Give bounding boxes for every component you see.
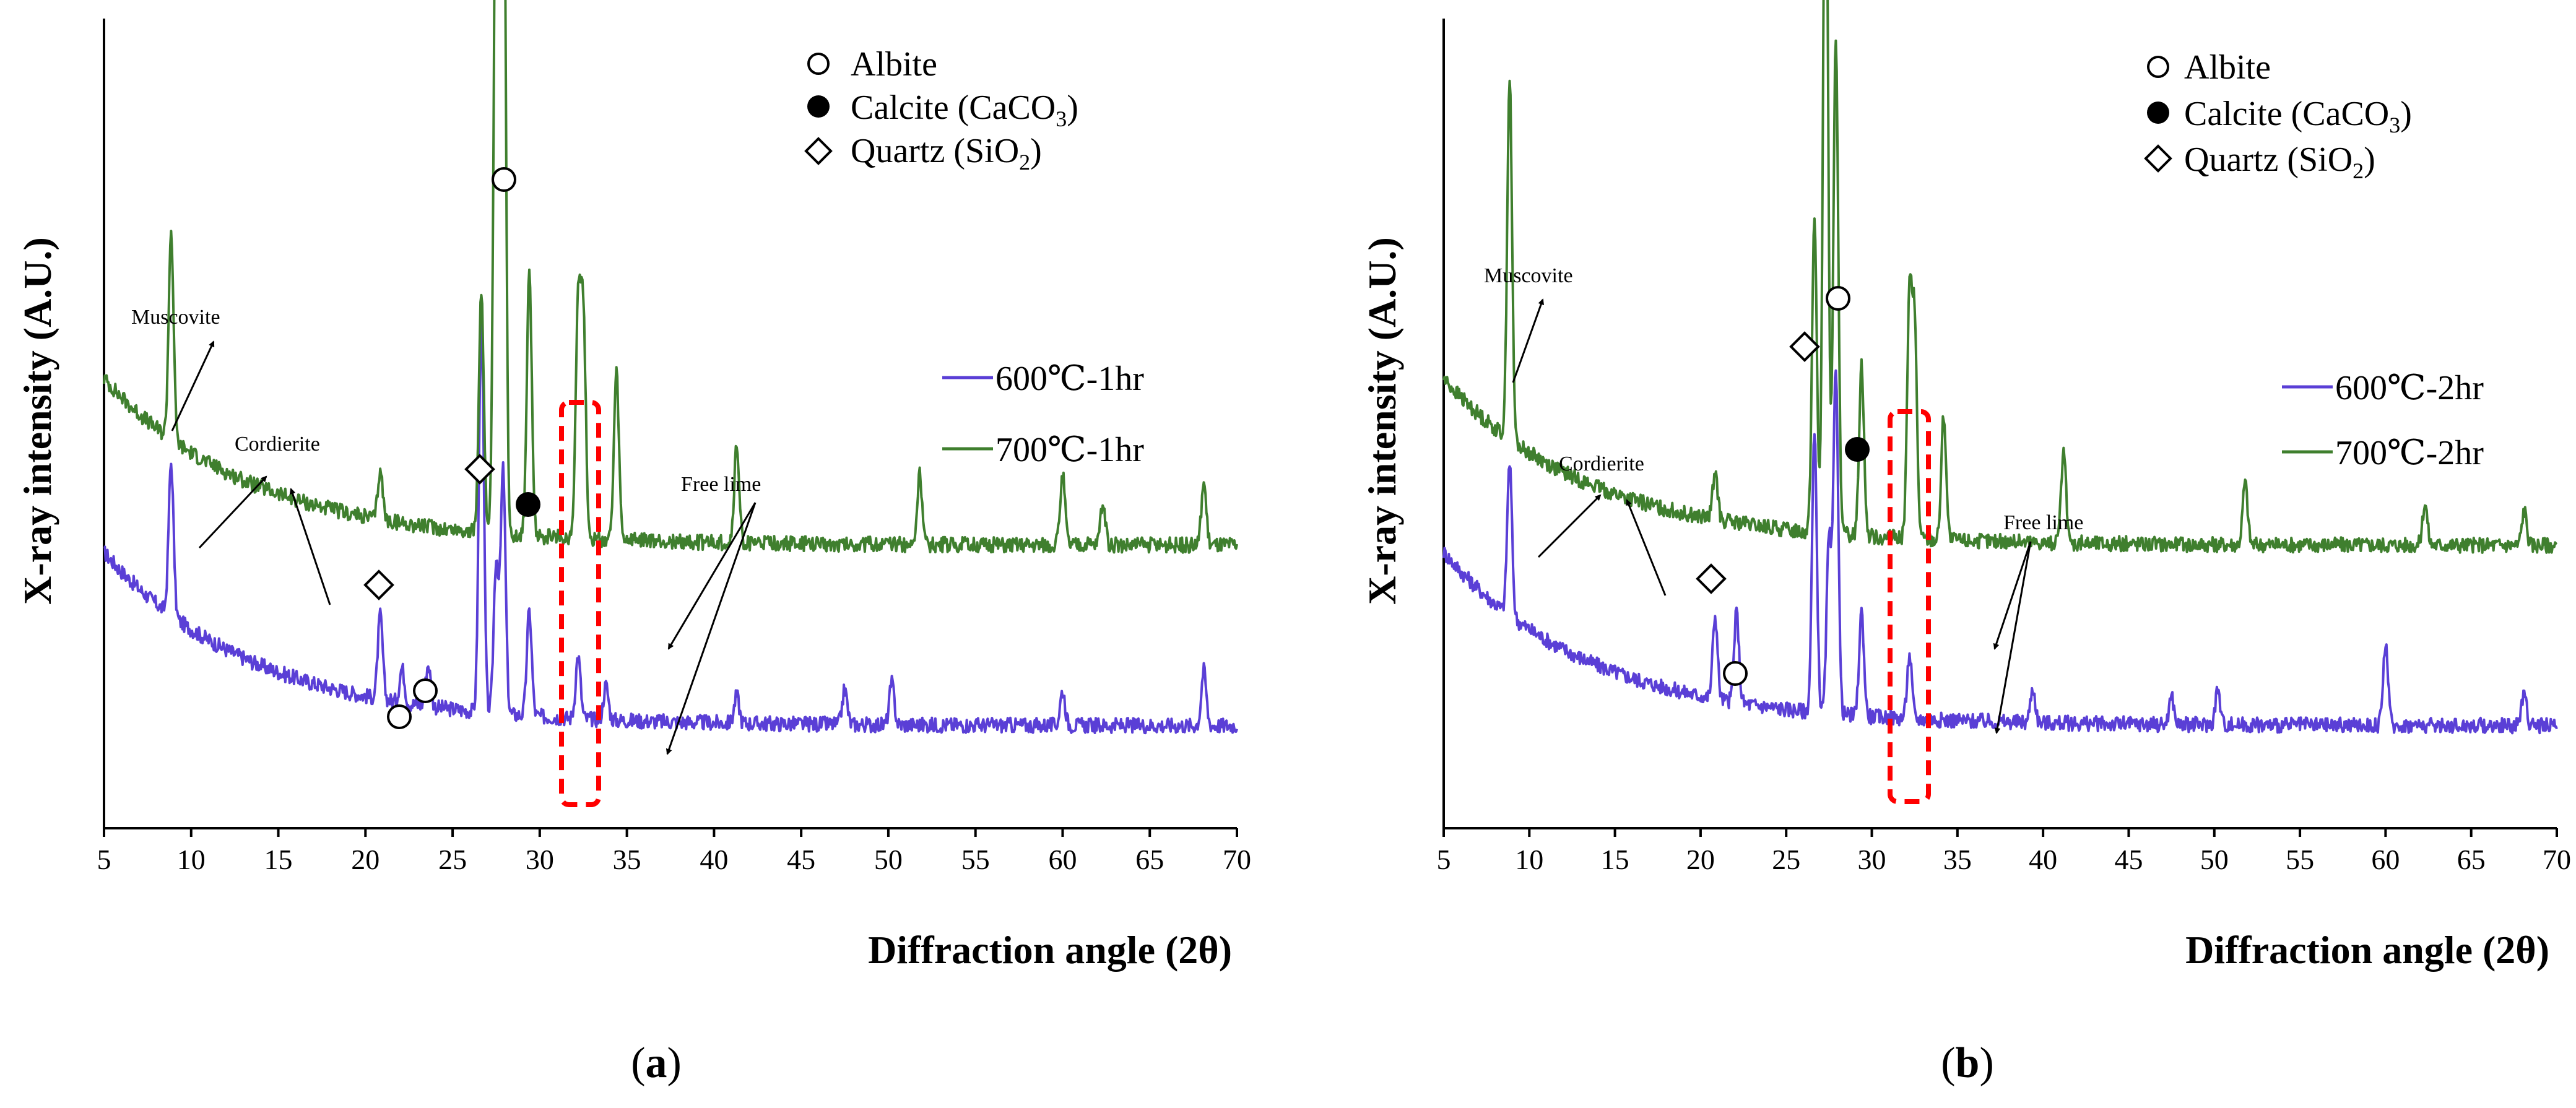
x-tick-label: 40 — [2029, 844, 2057, 875]
legend-quartz-label: Quartz (SiO2) — [851, 132, 1042, 175]
quartz-peak-marker-icon — [464, 454, 495, 485]
quartz-peak-marker-icon — [1789, 331, 1820, 362]
panel-a-caption: (a) — [631, 1039, 682, 1087]
x-tick-label: 40 — [700, 844, 728, 875]
quartz-marker-icon — [2144, 144, 2172, 173]
legend-quartz-label: Quartz (SiO2) — [2184, 141, 2375, 183]
cordierite-arrow-icon — [198, 475, 267, 549]
x-tick-label: 30 — [526, 844, 554, 875]
calcite-marker-icon — [2147, 102, 2169, 124]
panel-b-phase-legend: Albite Calcite (CaCO3) Quartz (SiO2) — [2144, 48, 2412, 183]
x-tick-label: 20 — [351, 844, 379, 875]
panel-b-series — [1442, 0, 2558, 735]
panel-a-annotations: Muscovite Cordierite Free lime — [131, 306, 761, 755]
calcite-marker-icon — [807, 95, 830, 118]
free-lime-label: Free lime — [2003, 511, 2083, 534]
x-tick-label: 70 — [2543, 844, 2571, 875]
albite-peak-marker-icon — [492, 167, 516, 192]
x-tick-label: 55 — [2286, 844, 2314, 875]
x-tick-label: 70 — [1223, 844, 1251, 875]
x-tick-label: 10 — [1515, 844, 1543, 875]
legend-label-600-2hr: 600℃-2hr — [2335, 369, 2484, 407]
x-tick-label: 45 — [787, 844, 815, 875]
panel-b-caption: (b) — [1941, 1039, 1994, 1087]
calcite-peak-marker-icon — [1845, 437, 1870, 462]
cordierite-label: Cordierite — [1559, 452, 1644, 475]
albite-marker-icon — [807, 53, 830, 75]
albite-peak-marker-icon — [1723, 661, 1748, 686]
free-lime-arrow-icon — [666, 502, 757, 755]
x-tick-label: 15 — [264, 844, 293, 875]
panel-a-highlight-box — [559, 400, 601, 807]
cordierite-arrow-icon — [1537, 494, 1602, 558]
panel-a: X-ray intensity (A.U.) 5 10 15 20 25 30 35 40 45… — [15, 0, 1251, 1087]
quartz-peak-marker-icon — [363, 569, 394, 600]
x-tick-label: 60 — [2371, 844, 2400, 875]
muscovite-label: Muscovite — [1484, 264, 1573, 287]
legend-calcite-label: Calcite (CaCO3) — [851, 89, 1078, 131]
muscovite-arrow-icon — [1512, 298, 1545, 383]
x-tick-label: 5 — [1437, 844, 1451, 875]
x-tick-label: 65 — [1135, 844, 1164, 875]
x-tick-label: 20 — [1686, 844, 1715, 875]
panel-a-phase-legend: Albite Calcite (CaCO3) Quartz (SiO2) — [804, 45, 1078, 175]
series-line — [103, 322, 1238, 735]
panel-b-peak-markers — [1696, 286, 1870, 686]
x-tick-label: 60 — [1048, 844, 1077, 875]
muscovite-label: Muscovite — [131, 306, 220, 329]
albite-peak-marker-icon — [1826, 286, 1850, 311]
x-tick-label: 35 — [1943, 844, 1972, 875]
panel-b-highlight-box — [1888, 409, 1931, 804]
legend-label-700-1hr: 700℃-1hr — [995, 431, 1144, 469]
panel-b: X-ray intensity (A.U.) 5 10 15 20 25 30 35 40 45… — [1360, 0, 2571, 1087]
panel-a-y-axis-label: X-ray intensity (A.U.) — [15, 237, 59, 605]
panel-b-x-axis-label: Diffraction angle (2θ) — [2185, 928, 2549, 972]
free-lime-arrow-icon — [667, 502, 757, 650]
legend-calcite-label: Calcite (CaCO3) — [2184, 95, 2412, 137]
panel-b-x-ticks: 5 10 15 20 25 30 35 40 45 50 55 60 65 70 — [1437, 828, 2571, 875]
calcite-peak-marker-icon — [516, 492, 540, 517]
cordierite-label: Cordierite — [235, 433, 320, 456]
x-tick-label: 55 — [961, 844, 990, 875]
panel-b-series-legend: 600℃-2hr 700℃-2hr — [2282, 369, 2484, 472]
x-tick-label: 25 — [438, 844, 467, 875]
x-tick-label: 50 — [2200, 844, 2229, 875]
quartz-peak-marker-icon — [1696, 563, 1727, 594]
free-lime-arrow-icon — [1994, 541, 2032, 734]
panel-b-annotations: Muscovite Cordierite Free lime — [1484, 264, 2083, 734]
x-tick-label: 15 — [1601, 844, 1629, 875]
legend-albite-label: Albite — [851, 45, 937, 84]
legend-label-600-1hr: 600℃-1hr — [995, 360, 1144, 398]
albite-marker-icon — [2147, 56, 2169, 78]
panel-a-x-axis-label: Diffraction angle (2θ) — [868, 928, 1232, 972]
series-line — [103, 0, 1238, 554]
series-line — [1442, 369, 2558, 735]
panel-b-y-axis-label: X-ray intensity (A.U.) — [1360, 237, 1404, 605]
x-tick-label: 65 — [2457, 844, 2486, 875]
x-tick-label: 50 — [874, 844, 903, 875]
x-tick-label: 45 — [2114, 844, 2143, 875]
muscovite-arrow-icon — [171, 340, 215, 431]
legend-label-700-2hr: 700℃-2hr — [2335, 434, 2484, 472]
quartz-marker-icon — [804, 137, 833, 165]
x-tick-label: 35 — [613, 844, 641, 875]
panel-a-peak-markers — [363, 167, 540, 729]
legend-albite-label: Albite — [2184, 48, 2271, 87]
albite-peak-marker-icon — [387, 704, 412, 729]
x-tick-label: 25 — [1772, 844, 1800, 875]
panel-a-x-ticks: 5 10 15 20 25 30 35 40 45 50 55 60 65 70 — [97, 828, 1251, 875]
albite-peak-marker-icon — [413, 678, 438, 703]
x-tick-label: 5 — [97, 844, 111, 875]
free-lime-label: Free lime — [681, 473, 761, 496]
panel-a-series-legend: 600℃-1hr 700℃-1hr — [942, 360, 1144, 469]
cordierite-arrow-icon — [289, 488, 331, 605]
free-lime-arrow-icon — [1993, 541, 2032, 650]
x-tick-label: 10 — [177, 844, 206, 875]
x-tick-label: 30 — [1858, 844, 1886, 875]
cordierite-arrow-icon — [1626, 499, 1667, 596]
